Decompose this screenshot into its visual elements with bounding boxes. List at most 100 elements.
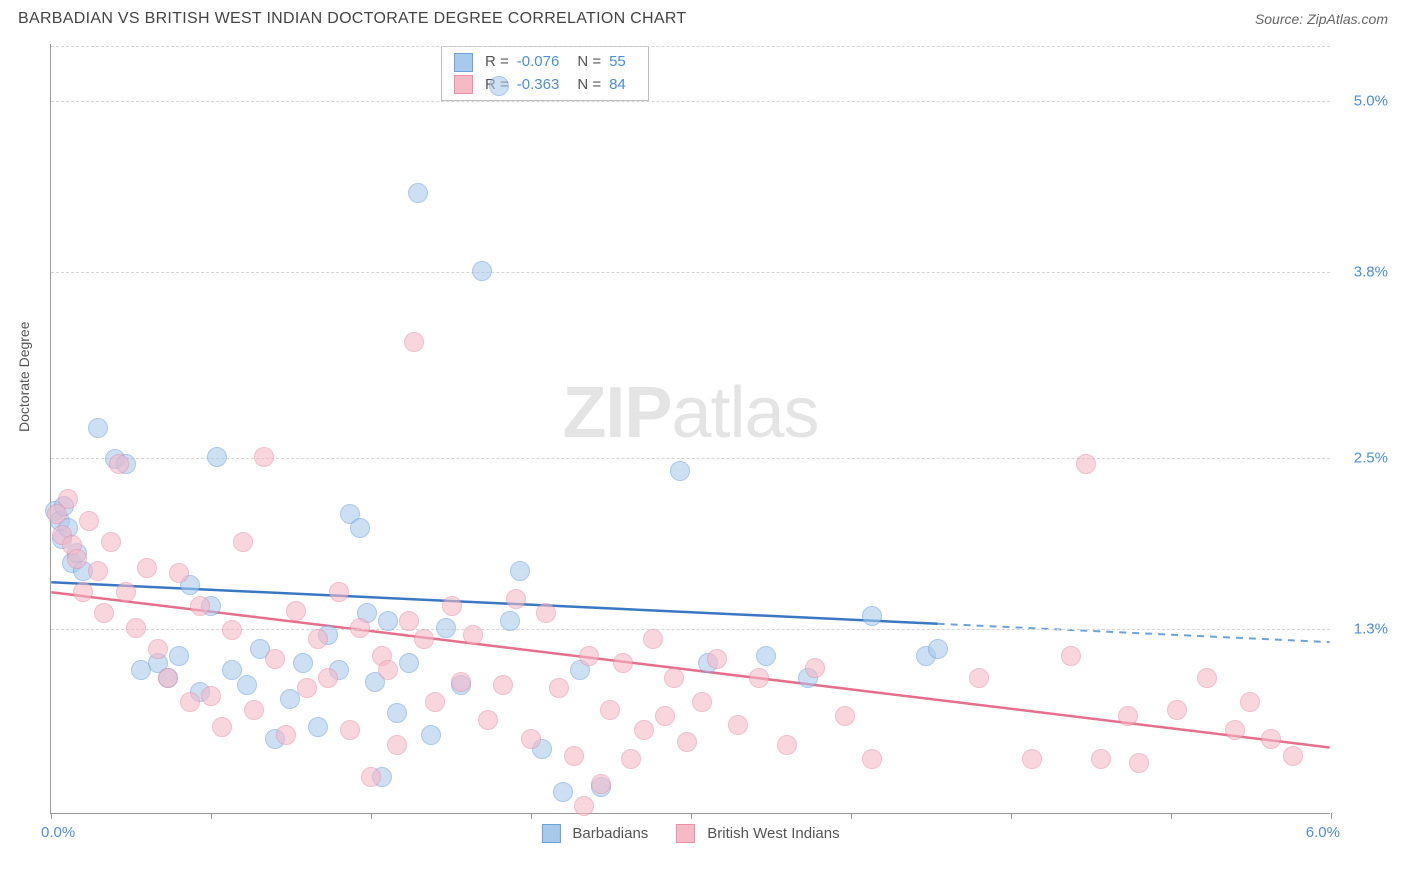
data-point <box>286 601 306 621</box>
data-point <box>116 582 136 602</box>
data-point <box>350 618 370 638</box>
data-point <box>265 649 285 669</box>
data-point <box>280 689 300 709</box>
data-point <box>308 717 328 737</box>
data-point <box>862 606 882 626</box>
data-point <box>664 668 684 688</box>
y-tick-label: 2.5% <box>1354 449 1388 466</box>
data-point <box>521 729 541 749</box>
legend-swatch <box>541 824 560 843</box>
stat-n-value: 55 <box>609 51 626 74</box>
data-point <box>707 649 727 669</box>
data-point <box>928 639 948 659</box>
data-point <box>472 261 492 281</box>
data-point <box>670 461 690 481</box>
data-point <box>536 603 556 623</box>
data-point <box>805 658 825 678</box>
data-point <box>404 332 424 352</box>
data-point <box>378 660 398 680</box>
data-point <box>489 76 509 96</box>
data-point <box>101 532 121 552</box>
data-point <box>190 596 210 616</box>
data-point <box>777 735 797 755</box>
stat-n-label: N = <box>577 51 601 74</box>
data-point <box>1197 668 1217 688</box>
x-tick <box>211 813 212 819</box>
x-tick <box>51 813 52 819</box>
data-point <box>414 629 434 649</box>
data-point <box>600 700 620 720</box>
x-tick <box>531 813 532 819</box>
data-point <box>756 646 776 666</box>
data-point <box>564 746 584 766</box>
data-point <box>579 646 599 666</box>
data-point <box>212 717 232 737</box>
data-point <box>158 668 178 688</box>
data-point <box>293 653 313 673</box>
data-point <box>169 563 189 583</box>
legend-label: Barbadians <box>572 825 648 842</box>
y-tick-label: 5.0% <box>1354 93 1388 110</box>
stat-r-value: -0.363 <box>517 74 560 97</box>
data-point <box>109 454 129 474</box>
stats-row: R = -0.363N = 84 <box>454 74 636 97</box>
data-point <box>148 639 168 659</box>
data-point <box>387 735 407 755</box>
data-point <box>1118 706 1138 726</box>
data-point <box>399 611 419 631</box>
data-point <box>591 774 611 794</box>
data-point <box>378 611 398 631</box>
data-point <box>1261 729 1281 749</box>
legend-swatch <box>676 824 695 843</box>
data-point <box>969 668 989 688</box>
data-point <box>436 618 456 638</box>
data-point <box>180 692 200 712</box>
data-point <box>1240 692 1260 712</box>
gridline <box>51 101 1330 102</box>
gridline <box>51 272 1330 273</box>
data-point <box>340 720 360 740</box>
x-tick <box>371 813 372 819</box>
data-point <box>421 725 441 745</box>
gridline <box>51 458 1330 459</box>
x-tick <box>851 813 852 819</box>
x-tick <box>1171 813 1172 819</box>
data-point <box>655 706 675 726</box>
data-point <box>276 725 296 745</box>
watermark: ZIPatlas <box>562 372 818 454</box>
data-point <box>728 715 748 735</box>
data-point <box>169 646 189 666</box>
data-point <box>749 668 769 688</box>
legend: BarbadiansBritish West Indians <box>541 824 839 843</box>
chart-title: BARBADIAN VS BRITISH WEST INDIAN DOCTORA… <box>18 10 687 28</box>
data-point <box>553 782 573 802</box>
y-tick-label: 1.3% <box>1354 620 1388 637</box>
data-point <box>478 710 498 730</box>
data-point <box>643 629 663 649</box>
data-point <box>254 447 274 467</box>
data-point <box>207 447 227 467</box>
data-point <box>677 732 697 752</box>
data-point <box>574 796 594 816</box>
stats-box: R = -0.076N = 55R = -0.363N = 84 <box>441 46 649 101</box>
data-point <box>361 767 381 787</box>
data-point <box>67 549 87 569</box>
data-point <box>1129 753 1149 773</box>
data-point <box>233 532 253 552</box>
data-point <box>201 686 221 706</box>
data-point <box>510 561 530 581</box>
data-point <box>1283 746 1303 766</box>
gridline <box>51 629 1330 630</box>
data-point <box>463 625 483 645</box>
data-point <box>862 749 882 769</box>
data-point <box>387 703 407 723</box>
source-attribution: Source: ZipAtlas.com <box>1255 11 1388 27</box>
legend-item: Barbadians <box>541 824 648 843</box>
stat-n-value: 84 <box>609 74 626 97</box>
data-point <box>1061 646 1081 666</box>
data-point <box>1076 454 1096 474</box>
stats-row: R = -0.076N = 55 <box>454 51 636 74</box>
data-point <box>634 720 654 740</box>
plot-area: ZIPatlas R = -0.076N = 55R = -0.363N = 8… <box>50 44 1330 814</box>
chart-container: Doctorate Degree ZIPatlas R = -0.076N = … <box>0 32 1406 882</box>
